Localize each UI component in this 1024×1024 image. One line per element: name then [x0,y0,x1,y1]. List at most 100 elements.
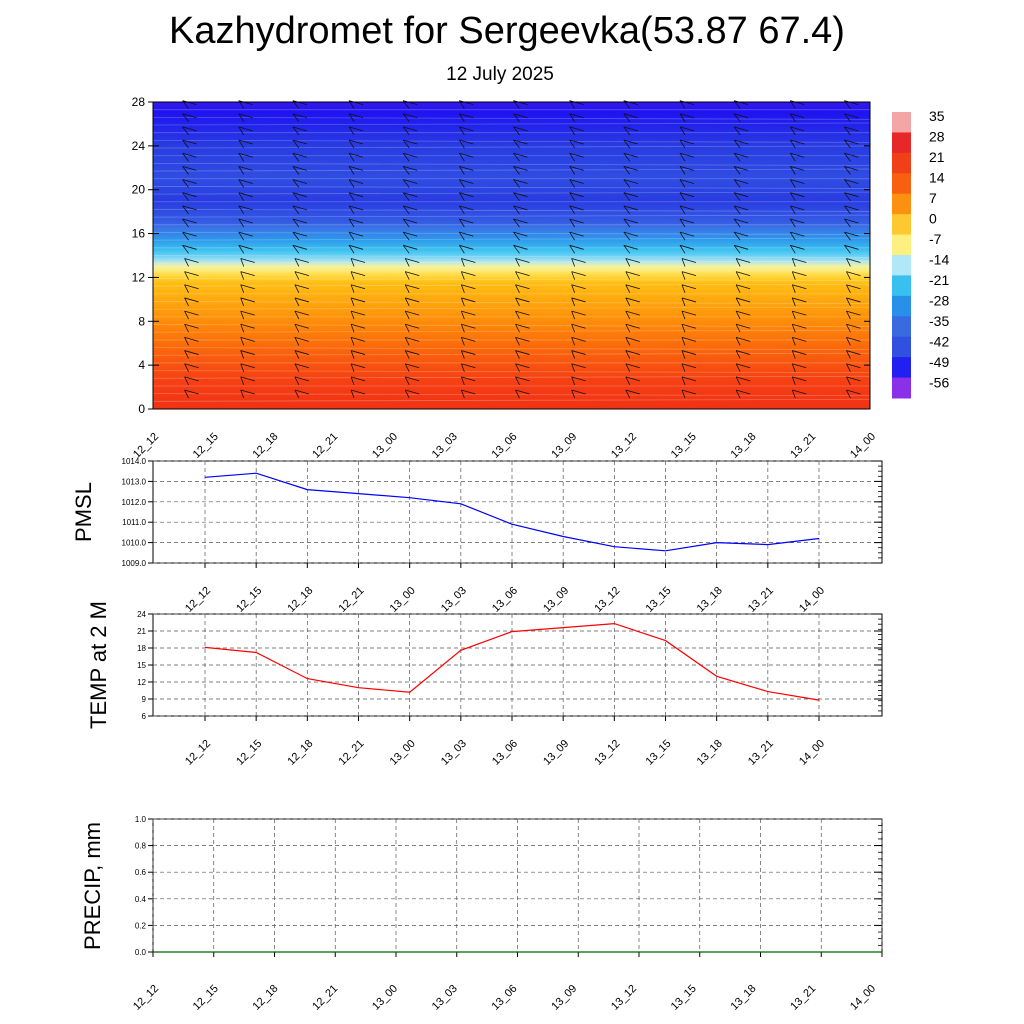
wind-barb-flag [571,376,586,382]
wind-barb-flag [350,376,366,382]
wind-barb-flag [846,297,861,303]
colorbar-label: -7 [929,231,942,247]
x-tick-label: 12_18 [251,431,281,461]
wind-barb-staff [459,205,465,215]
wind-barb-staff [679,205,686,215]
contour-line [152,324,871,327]
wind-barb-staff [789,179,796,188]
wind-barb-staff [184,376,189,386]
y-tick-label: 0 [138,402,145,416]
wind-barb-staff [350,389,355,399]
wind-barb-staff [513,192,520,201]
wind-barb-staff [844,139,851,149]
wind-barb-flag [182,152,197,158]
wind-barb-staff [348,192,355,201]
contour-line [152,301,871,304]
wind-barb-staff [681,350,686,359]
wind-barb-staff [681,297,686,307]
wind-barb-staff [404,284,410,293]
wind-barb-staff [681,310,686,320]
wind-barb-flag [294,271,309,277]
wind-barb-staff [460,363,465,372]
wind-barb-flag [792,337,807,342]
wind-barb-staff [238,192,245,201]
x-tick-label: 13_18 [695,738,725,768]
wind-barb-staff [681,376,686,386]
x-tick-label: 13_21 [788,431,818,461]
wind-barb-flag [182,100,197,105]
wind-barb-flag [403,192,418,198]
wind-barb-staff [182,245,189,254]
wind-barb-flag [679,218,695,224]
wind-barb-staff [294,284,300,293]
colorbar-label: -49 [929,354,949,370]
x-tick-label: 12_12 [183,738,213,768]
wind-barb-staff [733,205,741,215]
wind-barb-staff [681,271,686,280]
wind-barb-flag [513,244,528,250]
wind-barb-flag [571,297,586,303]
wind-barb-flag [734,179,749,184]
wind-barb-staff [569,231,575,241]
wind-barb-staff [350,337,355,346]
wind-barb-flag [238,205,253,211]
x-tick-label: 13_21 [746,585,776,615]
contour-line [152,139,871,143]
wind-barb-staff [679,218,686,228]
colorbar-swatch [892,336,911,358]
wind-barb-staff [569,245,575,254]
wind-barb-flag [571,323,586,329]
wind-barb-flag [513,126,528,132]
wind-barb-flag [461,350,476,355]
wind-barb-flag [182,218,197,224]
wind-barb-staff [844,179,851,188]
wind-barb-staff [844,166,851,175]
wind-barb-staff [735,350,741,359]
wind-barb-flag [405,337,420,342]
x-tick-label: 14_00 [797,585,827,615]
wind-barb-staff [513,152,520,162]
colorbar-label: 21 [929,149,945,165]
wind-barb-flag [238,179,253,184]
wind-barb-staff [184,389,189,399]
wind-barb-flag [844,218,859,224]
wind-barb-staff [515,310,520,320]
wind-barb-flag [350,271,366,277]
wind-barb-staff [404,271,410,280]
wind-barb-staff [735,363,741,372]
wind-barb-staff [294,389,300,399]
wind-barb-staff [735,337,741,346]
wind-barb-staff [404,258,410,267]
wind-barb-staff [350,324,355,333]
x-tick-label: 13_06 [490,585,520,615]
wind-barb-staff [292,139,300,149]
wind-barb-flag [461,310,476,316]
wind-barb-staff [184,258,189,267]
wind-barb-flag [681,363,697,369]
wind-barb-staff [348,126,355,136]
wind-barb-staff [571,258,576,267]
wind-barb-flag [182,165,197,171]
wind-barb-flag [403,100,418,105]
wind-barb-flag [403,179,418,184]
colorbar-label: 28 [929,129,945,145]
wind-barb-staff [240,297,245,307]
wind-barb-flag [238,100,253,105]
wind-barb-staff [846,271,851,280]
x-tick-label: 13_09 [541,738,571,768]
wind-barb-staff [402,166,410,175]
colorbar-swatch [892,234,911,256]
wind-barb-flag [240,258,255,263]
wind-barb-flag [569,165,584,171]
wind-barb-flag [625,350,640,355]
wind-barb-staff [625,376,631,386]
wind-barb-flag [734,218,749,224]
x-tick-label: 13_09 [549,983,579,1013]
contour-line [152,232,871,235]
wind-barb-staff [182,152,189,162]
wind-barb-staff [846,350,851,359]
wind-barb-flag [571,389,586,395]
wind-barb-staff [844,192,851,201]
wind-barb-staff [238,152,245,162]
wind-barb-flag [515,376,530,382]
